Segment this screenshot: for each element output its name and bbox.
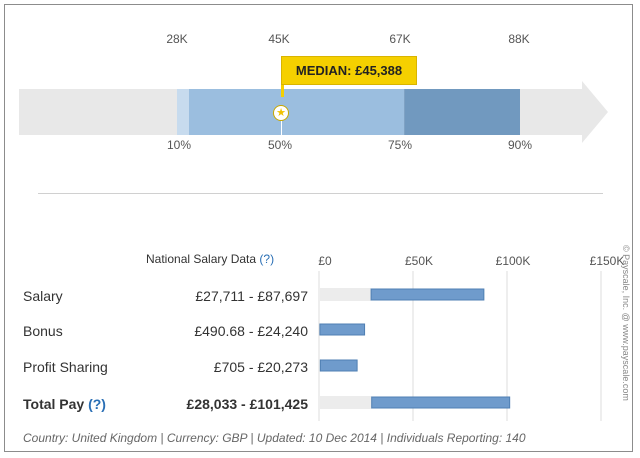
- median-stem: [281, 85, 284, 97]
- track-row-3: [320, 396, 372, 409]
- table-header: National Salary Data (?): [146, 252, 274, 266]
- salary-panel: MEDIAN: £45,388 ★ 28K 45K 67K 88K 10% 50…: [4, 4, 633, 452]
- salary-range-chart: £0 £50K £100K £150K: [318, 254, 625, 421]
- total-pay-label: Total Pay: [23, 396, 85, 412]
- median-line: [281, 121, 282, 137]
- x-tick-label-2: £100K: [496, 254, 531, 268]
- tick-bottom-4: 90%: [507, 138, 533, 152]
- watermark: © Payscale, Inc. @ www.payscale.com: [621, 245, 631, 401]
- row-label-total-pay: Total Pay (?): [23, 396, 106, 412]
- row-range-salary: £27,711 - £87,697: [195, 288, 308, 304]
- range-bar-1: [319, 323, 366, 336]
- median-star-icon: ★: [273, 105, 289, 121]
- row-label-salary: Salary: [23, 288, 63, 304]
- band-75-90: [404, 89, 520, 135]
- tick-bottom-3: 75%: [387, 138, 413, 152]
- section-divider: [38, 193, 603, 194]
- tick-bottom-1: 10%: [166, 138, 192, 152]
- band-below-10: [177, 89, 189, 135]
- table-header-label: National Salary Data: [146, 252, 257, 266]
- tick-bottom-2: 50%: [267, 138, 293, 152]
- track-row-0: [320, 288, 372, 301]
- total-pay-help-link[interactable]: (?): [88, 396, 106, 412]
- table-header-help-link[interactable]: (?): [259, 252, 275, 266]
- x-tick-label-3: £150K: [590, 254, 625, 268]
- tick-top-2: 45K: [268, 32, 290, 46]
- median-label: MEDIAN: £45,388: [281, 56, 417, 85]
- x-tick-label-1: £50K: [405, 254, 433, 268]
- x-tick-label-0: £0: [318, 254, 332, 268]
- percentile-arrow-chart: [19, 81, 608, 143]
- row-range-total-pay: £28,033 - £101,425: [186, 396, 308, 412]
- row-label-profit-sharing: Profit Sharing: [23, 359, 108, 375]
- row-range-profit-sharing: £705 - £20,273: [213, 359, 308, 375]
- row-label-bonus: Bonus: [23, 323, 63, 339]
- range-bar-0: [370, 288, 485, 301]
- range-bar-2: [319, 359, 358, 372]
- tick-top-1: 28K: [166, 32, 188, 46]
- band-10-75: [189, 89, 405, 135]
- row-range-bonus: £490.68 - £24,240: [194, 323, 308, 339]
- tick-top-4: 88K: [508, 32, 530, 46]
- range-bar-3: [371, 396, 511, 409]
- tick-top-3: 67K: [389, 32, 411, 46]
- footer-info: Country: United Kingdom | Currency: GBP …: [23, 431, 526, 445]
